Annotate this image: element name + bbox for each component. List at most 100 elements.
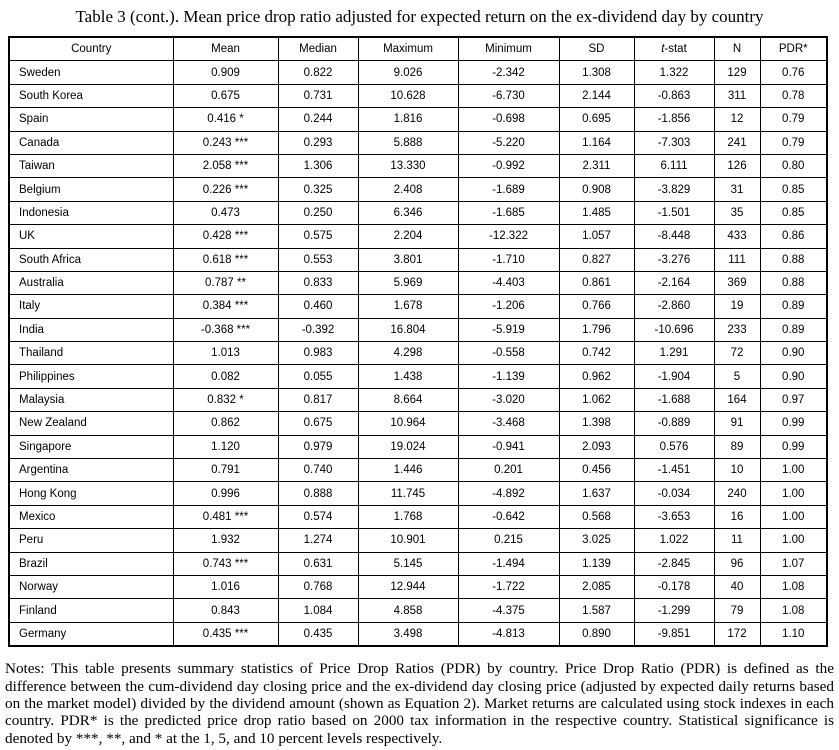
cell-sd: 0.908 [558,177,635,202]
cell-median: 0.631 [277,551,359,576]
table-row: Argentina 0.791 0.740 1.446 0.201 0.456 … [8,458,828,483]
cell-tstat: -2.860 [633,294,715,319]
cell-maximum: 12.944 [357,574,459,600]
table-row: Peru 1.932 1.274 10.901 0.215 3.025 1.02… [8,528,828,553]
cell-sd: 3.025 [558,528,635,553]
cell-country: Sweden [8,60,174,85]
cell-maximum: 2.408 [357,177,459,202]
cell-mean: 0.862 [172,411,279,436]
cell-minimum: -0.992 [457,153,560,179]
cell-minimum: -0.558 [457,341,560,366]
cell-minimum: -6.730 [457,83,560,109]
cell-minimum: 0.215 [457,528,560,553]
cell-n: 164 [713,387,761,413]
cell-country: Philippines [8,364,174,389]
cell-tstat: -7.303 [633,130,715,155]
cell-pdr: 0.79 [759,130,828,155]
cell-minimum: -4.892 [457,481,560,506]
cell-sd: 0.766 [558,294,635,319]
cell-n: 129 [713,60,761,85]
cell-minimum: -4.813 [457,621,560,647]
cell-tstat: 6.111 [633,153,715,179]
cell-median: 0.244 [277,107,359,132]
cell-mean: 2.058 *** [172,153,279,179]
cell-median: 0.574 [277,504,359,530]
cell-tstat: -8.448 [633,224,715,249]
notes: Notes: This table presents summary stati… [5,660,834,747]
cell-pdr: 0.85 [759,200,828,226]
table-row: Australia 0.787 ** 0.833 5.969 -4.403 0.… [8,270,828,296]
cell-mean: 1.016 [172,574,279,600]
cell-mean: 0.618 *** [172,247,279,272]
cell-n: 96 [713,551,761,576]
cell-maximum: 19.024 [357,434,459,460]
cell-sd: 0.861 [558,270,635,296]
cell-n: 5 [713,364,761,389]
cell-n: 91 [713,411,761,436]
cell-pdr: 1.00 [759,458,828,483]
cell-sd: 2.311 [558,153,635,179]
cell-median: 0.768 [277,574,359,600]
cell-median: 1.084 [277,598,359,623]
cell-sd: 1.796 [558,317,635,343]
cell-minimum: 0.201 [457,458,560,483]
table-row: UK 0.428 *** 0.575 2.204 -12.322 1.057 -… [8,224,828,249]
cell-pdr: 0.99 [759,411,828,436]
cell-country: Taiwan [8,153,174,179]
table-row: Mexico 0.481 *** 0.574 1.768 -0.642 0.56… [8,504,828,530]
cell-sd: 0.568 [558,504,635,530]
cell-median: 0.740 [277,458,359,483]
cell-minimum: -5.919 [457,317,560,343]
cell-country: Malaysia [8,387,174,413]
cell-median: 0.460 [277,294,359,319]
cell-median: 0.731 [277,83,359,109]
cell-tstat: -0.034 [633,481,715,506]
column-header-sd: SD [558,36,635,62]
cell-country: Germany [8,621,174,647]
table-row: Belgium 0.226 *** 0.325 2.408 -1.689 0.9… [8,177,828,202]
cell-median: 0.888 [277,481,359,506]
cell-pdr: 0.88 [759,270,828,296]
table-row: Spain 0.416 * 0.244 1.816 -0.698 0.695 -… [8,107,828,132]
cell-minimum: -0.698 [457,107,560,132]
cell-sd: 2.093 [558,434,635,460]
cell-median: 0.983 [277,341,359,366]
cell-maximum: 5.145 [357,551,459,576]
cell-country: Canada [8,130,174,155]
cell-n: 10 [713,458,761,483]
cell-sd: 1.398 [558,411,635,436]
cell-pdr: 1.00 [759,504,828,530]
cell-mean: 0.832 * [172,387,279,413]
cell-median: 0.435 [277,621,359,647]
cell-sd: 1.057 [558,224,635,249]
cell-tstat: -2.845 [633,551,715,576]
cell-pdr: 0.90 [759,364,828,389]
cell-country: Singapore [8,434,174,460]
cell-tstat: 1.322 [633,60,715,85]
cell-sd: 2.144 [558,83,635,109]
cell-mean: 1.932 [172,528,279,553]
table-row: Italy 0.384 *** 0.460 1.678 -1.206 0.766… [8,294,828,319]
cell-mean: 0.675 [172,83,279,109]
cell-mean: 0.384 *** [172,294,279,319]
cell-pdr: 1.08 [759,574,828,600]
cell-minimum: -1.139 [457,364,560,389]
cell-tstat: -3.276 [633,247,715,272]
cell-mean: 0.996 [172,481,279,506]
cell-tstat: -3.829 [633,177,715,202]
cell-sd: 1.164 [558,130,635,155]
cell-country: Thailand [8,341,174,366]
cell-maximum: 9.026 [357,60,459,85]
cell-mean: 0.416 * [172,107,279,132]
cell-sd: 2.085 [558,574,635,600]
cell-n: 89 [713,434,761,460]
cell-minimum: -12.322 [457,224,560,249]
cell-n: 79 [713,598,761,623]
cell-median: 0.817 [277,387,359,413]
cell-minimum: -5.220 [457,130,560,155]
tstat-italic-t: t [661,43,665,56]
cell-minimum: -2.342 [457,60,560,85]
column-header-mean: Mean [172,36,279,62]
cell-median: 0.833 [277,270,359,296]
cell-mean: 1.013 [172,341,279,366]
